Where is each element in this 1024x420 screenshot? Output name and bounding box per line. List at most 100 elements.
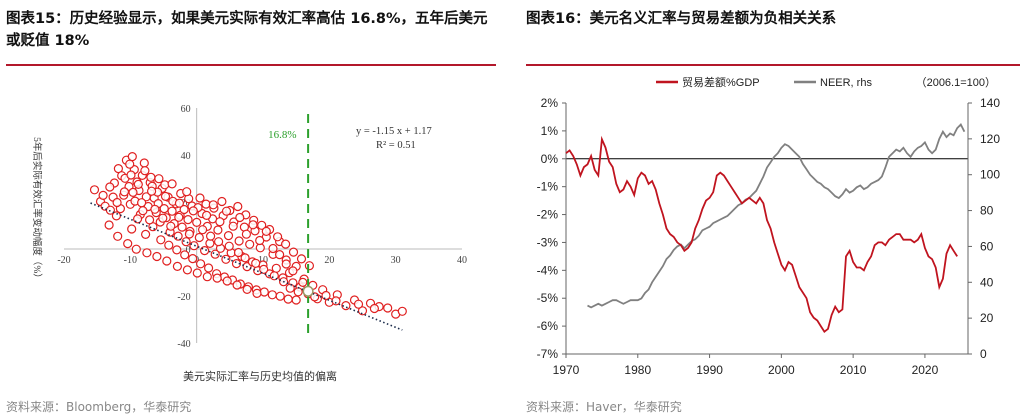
chart16-left-tick-6: -4% xyxy=(537,263,559,277)
chart15-point xyxy=(179,204,189,215)
chart15-point xyxy=(127,152,137,162)
chart16-right-tick-0: 140 xyxy=(980,96,1000,110)
chart15-point xyxy=(166,221,176,231)
chart15-point xyxy=(252,288,262,298)
chart15-point xyxy=(142,248,152,258)
chart15-point xyxy=(251,258,261,268)
chart15-point xyxy=(212,273,222,283)
chart15-x-tick-6: 40 xyxy=(457,255,467,266)
chart15-point xyxy=(213,225,223,235)
chart15-x-tick-1: -10 xyxy=(124,255,137,266)
chart16-left-tick-1: 1% xyxy=(541,124,559,138)
chart16-x-tick-4: 2010 xyxy=(840,363,867,377)
chart15-point xyxy=(233,247,244,258)
chart15-point xyxy=(172,261,182,271)
chart16-left-tick-0: 2% xyxy=(541,96,559,110)
chart15-point xyxy=(128,187,138,197)
chart15-point xyxy=(112,197,122,208)
chart15-point xyxy=(215,217,225,227)
chart15-point xyxy=(174,198,184,208)
chart15-point xyxy=(150,204,160,214)
chart16-series-trade-balance xyxy=(565,135,958,334)
chart15-point xyxy=(200,246,210,256)
chart15-point xyxy=(141,229,151,239)
chart15-source: 资料来源：Bloomberg，华泰研究 xyxy=(6,400,192,414)
chart15-point xyxy=(214,237,224,247)
chart16-x-tick-3: 2000 xyxy=(768,363,795,377)
chart15-point xyxy=(397,306,407,316)
chart16-title: 图表16：美元名义汇率与贸易差额为负相关关系 xyxy=(526,11,837,27)
chart15-point xyxy=(180,250,190,260)
chart15-point xyxy=(304,261,314,271)
chart16-legend-neer: NEER, rhs xyxy=(820,77,872,89)
chart15-x-tick-5: 30 xyxy=(391,255,401,266)
chart15-point xyxy=(182,187,192,197)
chart16-title-rule xyxy=(526,64,1020,66)
chart15-point xyxy=(224,241,234,251)
chart15-point xyxy=(222,276,232,286)
chart16-left-ticks: 2% 1% 0% -1% -2% -3% -4% -5% -6% -7% xyxy=(537,96,566,361)
chart16-right-tick-2: 100 xyxy=(980,168,1000,182)
chart15-point xyxy=(268,243,278,254)
chart15-point xyxy=(195,193,205,203)
chart15-point xyxy=(275,291,285,301)
chart15-point xyxy=(98,190,108,200)
chart15-trendline xyxy=(90,202,403,331)
chart15-point xyxy=(167,206,177,216)
chart15-point xyxy=(194,232,204,243)
chart16-right-tick-5: 40 xyxy=(980,275,994,289)
chart15-point xyxy=(127,224,137,234)
panel-chart-15: 图表15：历史经验显示，如果美元实际有效汇率高估 16.8%，五年后美元或贬值 … xyxy=(0,0,500,420)
chart15-y-tick-1: -20 xyxy=(177,292,190,303)
chart15-point xyxy=(298,277,308,287)
chart15-point xyxy=(104,220,114,230)
chart15-point xyxy=(234,236,244,246)
chart15-point xyxy=(217,196,227,207)
chart15-point xyxy=(283,294,293,304)
chart15-point xyxy=(174,212,184,222)
chart15-point xyxy=(89,185,100,195)
chart15-point xyxy=(267,290,277,300)
chart15-point xyxy=(261,226,271,236)
chart15-point xyxy=(160,191,171,201)
chart15-point xyxy=(383,303,393,313)
chart15-point xyxy=(271,263,281,273)
chart15-y-tick-5: 60 xyxy=(181,104,191,115)
chart15-point xyxy=(183,215,193,225)
chart15-point xyxy=(293,287,303,297)
chart15-point xyxy=(296,254,307,264)
chart15-y-tick-0: -40 xyxy=(177,339,190,350)
chart16-x-tick-2: 1990 xyxy=(696,363,723,377)
chart16-left-tick-7: -5% xyxy=(537,291,559,305)
chart15-point xyxy=(125,159,135,169)
chart15-point xyxy=(123,239,133,249)
chart15-point xyxy=(341,301,351,311)
chart15-point xyxy=(113,231,123,241)
chart15-point xyxy=(221,254,231,264)
chart15-point xyxy=(245,239,255,249)
chart15-point xyxy=(259,264,269,274)
chart15-point xyxy=(357,306,368,316)
chart15-point xyxy=(273,232,283,242)
chart16-left-tick-5: -3% xyxy=(537,235,559,249)
chart16-line: 1970 1980 1990 2000 2010 2020 2% 1% 0% -1% -2% -3%… xyxy=(537,75,1001,377)
chart15-point xyxy=(181,237,191,247)
chart15-point xyxy=(257,220,267,230)
chart15-point xyxy=(133,179,143,189)
chart15-point xyxy=(164,240,174,250)
chart15-r-squared: R² = 0.51 xyxy=(376,140,416,151)
chart15-point xyxy=(146,172,156,182)
chart15-point xyxy=(173,231,183,241)
panel-chart-16: 图表16：美元名义汇率与贸易差额为负相关关系 1970 1980 1990 2000 2… xyxy=(516,0,1024,420)
chart15-point xyxy=(288,266,298,276)
chart15-point xyxy=(281,239,291,249)
chart16-legend: 贸易差额%GDP NEER, rhs xyxy=(656,75,872,89)
chart15-point xyxy=(204,263,214,273)
chart15-point xyxy=(196,259,206,269)
chart15-point xyxy=(189,241,199,251)
chart16-right-tick-3: 80 xyxy=(980,204,994,218)
chart15-y-ticks: -40 -20 0 20 40 60 xyxy=(177,104,190,350)
chart16-legend-trade: 贸易差额%GDP xyxy=(682,75,760,89)
chart15-point xyxy=(137,198,147,208)
chart16-x-tick-1: 1980 xyxy=(624,363,651,377)
